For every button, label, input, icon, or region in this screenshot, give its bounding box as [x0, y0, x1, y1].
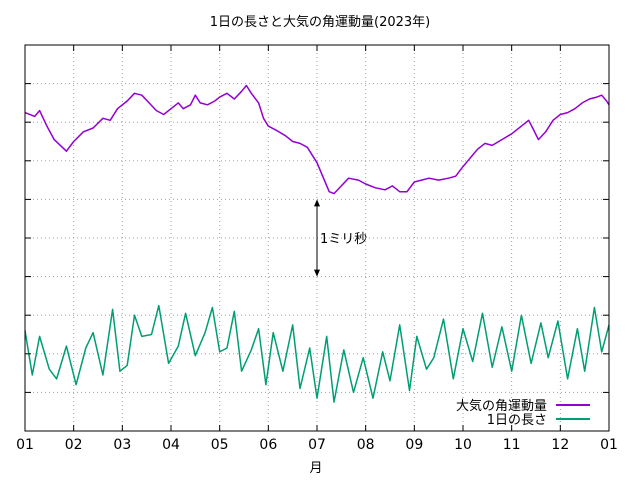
- legend-label-day-length: 1日の長さ: [487, 413, 547, 428]
- annotation-arrowhead-bottom: [314, 269, 320, 277]
- x-tick-label: 02: [65, 437, 83, 453]
- x-tick-label: 05: [211, 437, 229, 453]
- x-tick-label: 09: [405, 437, 423, 453]
- x-tick-label: 08: [357, 437, 375, 453]
- x-tick-label: 07: [308, 437, 326, 453]
- annotation-arrowhead-top: [314, 199, 320, 207]
- series-line-day-length: [24, 304, 610, 403]
- x-tick-label: 10: [454, 437, 472, 453]
- series-line-angular-momentum: [24, 84, 610, 195]
- x-tick-label: 03: [113, 437, 131, 453]
- annotation-label: 1ミリ秒: [320, 232, 367, 247]
- x-axis-label: 月: [309, 461, 322, 476]
- x-tick-label: 04: [162, 437, 180, 453]
- x-tick-label: 12: [551, 437, 569, 453]
- x-tick-label: 06: [259, 437, 277, 453]
- x-tick-label: 01: [600, 437, 618, 453]
- x-tick-label: 01: [16, 437, 34, 453]
- series-group: [24, 84, 610, 403]
- x-tick-label: 11: [503, 437, 521, 453]
- legend-label-angular-momentum: 大気の角運動量: [456, 398, 547, 414]
- legend: 大気の角運動量 1日の長さ: [456, 398, 590, 428]
- chart-title: 1日の長さと大気の角運動量(2023年): [210, 14, 431, 30]
- annotation: 1ミリ秒: [314, 199, 367, 277]
- x-axis-ticks: 01 02 03 04 05 06 07 08 09 10 11 12 01: [16, 45, 618, 453]
